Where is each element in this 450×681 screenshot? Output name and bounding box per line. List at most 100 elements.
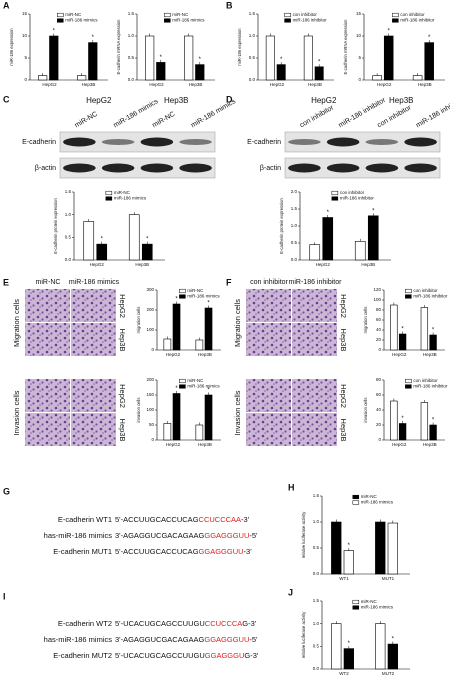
legend-swatch xyxy=(392,12,399,18)
bar xyxy=(424,42,434,81)
y-axis-label: relative luciferase activity xyxy=(301,511,306,558)
y-tick-label: 0 xyxy=(151,347,154,352)
legend-label: miR-NC xyxy=(187,378,204,383)
bar xyxy=(265,35,275,81)
y-tick-label: 1.5 xyxy=(249,11,256,16)
micrograph-image xyxy=(292,323,337,356)
legend-swatch xyxy=(179,288,186,294)
blot-band xyxy=(179,163,212,173)
blot-membrane xyxy=(59,157,216,179)
legend-label: miR-NC xyxy=(187,288,204,293)
cell-line-label: HepG2 xyxy=(311,96,337,105)
significance-mark: * xyxy=(92,35,95,41)
bar xyxy=(195,64,205,81)
x-tick-label: Hep3B xyxy=(418,82,432,87)
legend-label: miR-NC xyxy=(361,494,378,499)
blot-band xyxy=(140,163,174,173)
cell-line-label: Hep3B xyxy=(164,96,188,105)
legend-label: con inhibitor xyxy=(293,12,318,17)
y-tick-label: 300 xyxy=(146,287,154,292)
x-tick-label: HepG2 xyxy=(392,442,407,447)
y-tick-label: 1.5 xyxy=(291,206,298,211)
y-tick-label: 1.0 xyxy=(65,212,72,217)
legend-label: miR-NC xyxy=(361,599,378,604)
legend-swatch xyxy=(179,294,186,299)
legend-swatch xyxy=(405,294,412,299)
sequence: 5'-ACCUUGCACCUCAGGGAGGGUU-3' xyxy=(115,547,252,556)
blot-band xyxy=(63,163,96,173)
panel-letter: A xyxy=(3,0,10,10)
bar xyxy=(172,393,181,441)
micrograph-image xyxy=(292,379,337,412)
x-tick-label: WT1 xyxy=(339,576,349,581)
y-tick-label: 100 xyxy=(146,327,154,332)
legend-swatch xyxy=(352,494,360,500)
significance-mark: * xyxy=(146,237,149,243)
y-tick-label: 0.0 xyxy=(249,77,256,82)
cell-line-label: Hep3B xyxy=(339,419,348,442)
bar xyxy=(83,221,95,261)
bar xyxy=(204,307,213,351)
x-tick-label: HepG2 xyxy=(90,262,105,267)
row-label: Invasion cells xyxy=(233,390,242,435)
y-tick-label: 0.5 xyxy=(128,55,135,60)
legend-swatch xyxy=(284,18,291,23)
bar xyxy=(96,243,108,261)
x-tick-label: Hep3B xyxy=(308,82,322,87)
legend-swatch xyxy=(284,12,291,18)
sequence: 3'-AGAGGUCGACAGAAGGGAGGGUU-5' xyxy=(115,531,258,540)
micrograph-image xyxy=(292,289,337,322)
significance-mark: * xyxy=(432,328,435,334)
bar xyxy=(88,42,98,81)
legend-swatch xyxy=(179,378,186,384)
blot-band xyxy=(326,163,360,173)
sequence-part: 3'-AGAGGUCGACAGAAG xyxy=(115,635,205,644)
blot-band xyxy=(404,137,437,147)
legend-label: miR-186 mimics xyxy=(361,605,394,610)
bar xyxy=(375,623,386,670)
x-tick-label: WT2 xyxy=(339,671,349,676)
sequence-part: -3' xyxy=(241,515,250,524)
y-tick-label: 0.0 xyxy=(128,77,135,82)
legend-swatch xyxy=(105,190,113,196)
bar xyxy=(172,303,181,351)
significance-mark: * xyxy=(280,57,283,63)
legend-swatch xyxy=(57,18,64,23)
y-tick-label: 0.5 xyxy=(249,55,256,60)
micrograph-image xyxy=(246,289,291,322)
y-axis-label: E-cadherin mRNA expression xyxy=(343,19,348,75)
sequence-part: 5'-UCACUGCAGCCUUGU xyxy=(115,619,205,628)
legend-label: miR-186 inhibitor xyxy=(293,18,328,23)
column-label: con inhibitor xyxy=(250,279,288,286)
sequence-part: 5'-ACCUUGCACCUCAG xyxy=(115,515,199,524)
lane-label: miR-186 inhibitor xyxy=(415,96,450,129)
y-tick-label: 1.0 xyxy=(249,33,256,38)
significance-mark: * xyxy=(160,55,163,61)
bar xyxy=(412,75,423,81)
y-tick-label: 10 xyxy=(356,33,362,38)
sequence-part: CCUCCCAA xyxy=(199,515,242,524)
row-label: Migration cells xyxy=(233,299,242,347)
bar xyxy=(128,214,140,261)
bar xyxy=(276,64,286,81)
sequence-part: GGAGGGUU xyxy=(204,531,249,540)
micrograph-image xyxy=(25,323,70,356)
legend-swatch xyxy=(164,18,171,23)
y-axis-label: migration cells xyxy=(363,307,368,334)
significance-mark: * xyxy=(388,29,391,35)
micrograph-image xyxy=(71,289,116,322)
micrograph-image xyxy=(71,323,116,356)
blot-membrane xyxy=(284,131,441,153)
x-tick-label: MUT1 xyxy=(382,576,395,581)
bar xyxy=(49,35,59,81)
sequence-label: E-cadherin MUT1 xyxy=(53,547,112,556)
bar xyxy=(38,75,48,81)
legend-label: miR-NC xyxy=(65,12,82,17)
cell-line-label: Hep3B xyxy=(389,96,413,105)
legend-swatch xyxy=(392,18,399,23)
y-tick-label: 40 xyxy=(376,407,382,412)
y-tick-label: 1.0 xyxy=(128,33,135,38)
sequence: 5'-ACCUUGCACCUCAGCCUCCCAA-3' xyxy=(115,515,250,524)
y-tick-label: 1.5 xyxy=(128,11,135,16)
y-tick-label: 1.5 xyxy=(313,493,320,498)
